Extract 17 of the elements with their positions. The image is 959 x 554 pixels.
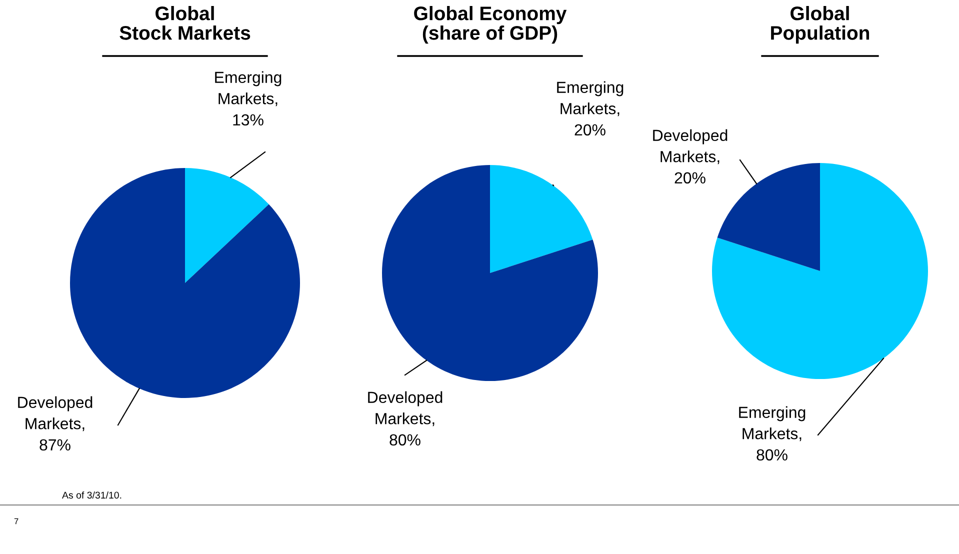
slice-label: Emerging Markets, 80% (739, 406, 806, 461)
text: 7 (14, 518, 18, 524)
pie-slice (382, 165, 598, 381)
chart-title: Global Stock Markets (120, 6, 250, 40)
pie-slice (490, 165, 593, 273)
pie-slice (70, 168, 300, 398)
slice-label: Developed Markets, 20% (653, 129, 728, 184)
pie-slice (717, 163, 820, 271)
slice-label: Developed Markets, 80% (368, 391, 442, 446)
chart-title: Global Population (771, 6, 870, 44)
slice-label: Emerging Markets, 13% (215, 71, 282, 126)
text: As of 3/31/10. (62, 491, 122, 499)
chart-title: Global Economy (share of GDP) (414, 6, 567, 44)
pie-slice (185, 168, 269, 283)
slice-label: Developed Markets, 87% (18, 396, 92, 451)
slice-label: Emerging Markets, 20% (557, 81, 624, 136)
pie-slice (712, 163, 928, 379)
